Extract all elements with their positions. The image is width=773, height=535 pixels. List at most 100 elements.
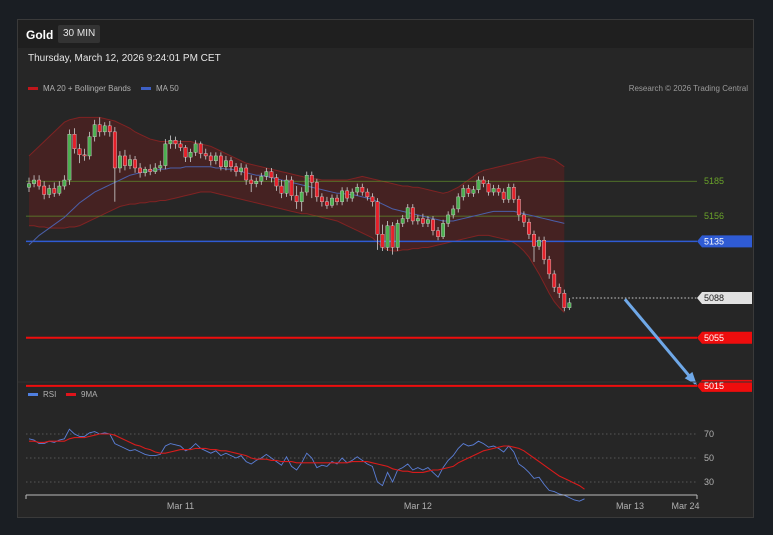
candle-body [314,182,319,198]
candle-body [375,201,380,235]
candle-body [148,168,153,172]
candle-body [244,167,249,181]
bollinger-band-fill [29,117,565,313]
rsi-legend: RSI 9MA [28,390,98,399]
candle-body [431,219,435,231]
candle-body [501,191,506,200]
candle-body [27,183,31,188]
candle-body [426,219,430,224]
rsi-tick-label-30: 30 [704,477,714,487]
candle-body [173,140,178,145]
candle-body [224,160,228,167]
candle-body [153,167,158,172]
level-label-5088: 5088 [704,293,724,303]
candle-body [365,191,370,198]
candle-body [466,188,471,194]
candle-body [335,197,339,202]
candle-body [208,155,213,161]
candle-body [415,218,420,222]
candle-body [57,185,62,194]
candle-body [355,187,360,193]
candle-body [562,293,567,308]
candle-body [163,143,168,166]
candle-body [390,225,395,248]
bollinger-lower-line [29,191,565,313]
candle-body [52,188,57,194]
rsi-tick-label-50: 50 [704,453,714,463]
candle-body [102,125,107,133]
candle-body [178,143,183,148]
candle-body [410,207,415,222]
candle-body [516,199,521,216]
level-tag-5135 [697,235,752,248]
candle-body [527,221,531,235]
legend-ma50-label: MA 50 [156,84,179,93]
candle-body [188,152,193,158]
candle-body [405,207,410,219]
candle-body [436,230,440,237]
candle-body [143,168,148,173]
candle-body [456,196,461,210]
candle-body [183,147,188,158]
legend-ma20-label: MA 20 + Bollinger Bands [43,84,131,93]
candle-body [325,201,329,206]
ma50-line [28,166,565,246]
candle-body [441,223,445,237]
candle-body [42,185,47,195]
candle-body [567,302,572,308]
candle-body [234,166,238,172]
candle-body [491,188,496,193]
candle-body [37,179,41,187]
candle-body [47,188,52,195]
price-chart: 5185 5156 5135 5088 5055 5015 MA 20 + Bolling… [18,84,753,511]
candle-body [496,188,501,193]
candle-body [97,124,102,133]
candle-body [32,179,36,184]
level-tag-5015 [697,379,752,392]
x-tick-label: Mar 12 [404,501,432,511]
candle-body [67,134,72,181]
candle-body [168,140,173,145]
ma9-legend-label: 9MA [81,390,98,399]
level-tag-5055 [697,331,752,344]
legend-ma50-swatch [141,87,151,90]
level-label-5156: 5156 [704,211,724,221]
chart-header: Gold 30 MIN [18,20,753,48]
x-axis: Mar 11 Mar 12 Mar 13 Mar 24 [25,494,700,511]
candle-body [213,155,218,161]
candle-body [461,188,466,198]
candle-body [299,191,304,202]
forecast-arrow-layer [623,298,697,386]
candle-body [532,234,536,247]
candle-body [451,208,456,216]
timeframe-button[interactable]: 30 MIN [58,25,101,43]
candle-body [304,175,309,193]
candle-body [117,155,122,169]
x-tick-label: Mar 13 [616,501,644,511]
candle-body [239,167,243,172]
candle-body [128,159,132,166]
candle-body [340,190,344,202]
candle-body [547,259,552,275]
level-label-5135: 5135 [704,236,724,246]
candle-body [476,179,481,190]
level-label-5055: 5055 [704,333,724,343]
rsi-legend-swatch [28,393,38,396]
level-tag-5088 [697,292,752,305]
candle-body [259,176,264,182]
rsi-line [28,428,585,502]
bollinger-upper-line [28,116,565,194]
candle-body [395,223,400,248]
forecast-arrow-shaft [623,298,697,385]
candle-body [203,153,208,157]
chart-credit: Research © 2026 Trading Central [629,84,749,93]
candle-body [138,167,143,173]
candle-body [471,189,476,194]
candle-body [506,187,511,200]
legend-ma20-swatch [28,87,38,90]
candle-body [218,155,223,167]
candle-body [294,195,299,202]
candle-body [350,191,355,199]
candle-body [92,124,97,137]
candle-body [193,143,198,153]
